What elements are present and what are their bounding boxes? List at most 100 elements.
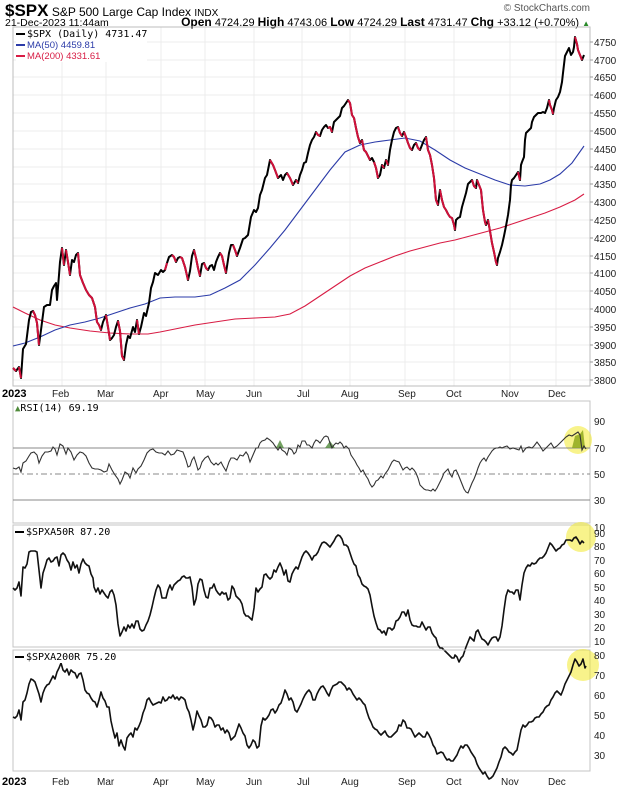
svg-text:70: 70 — [594, 671, 606, 682]
ma200-legend-swatch — [16, 55, 25, 58]
price-axis: 4750 4700 4650 4600 4550 4500 4450 4400 … — [590, 38, 617, 387]
svg-text:Nov: Nov — [501, 389, 519, 400]
svg-text:80: 80 — [594, 542, 606, 553]
spxa50r-legend: $SPXA50R 87.20 — [15, 527, 111, 538]
spxa200r-axis: 80 70 60 50 40 30 — [594, 651, 606, 762]
rsi-legend-text: RSI(14) 69.19 — [20, 403, 99, 414]
svg-text:Oct: Oct — [446, 389, 462, 400]
price-legend: $SPX (Daily) 4731.47 MA(50) 4459.81 MA(2… — [16, 29, 148, 62]
spxa200r-panel: 80 70 60 50 40 30 — [12, 649, 606, 780]
ma50-legend-swatch — [16, 44, 25, 47]
spx-down-segments — [12, 36, 583, 379]
svg-text:Sep: Sep — [398, 777, 416, 788]
tick-4700: 4700 — [594, 56, 617, 67]
svg-text:Oct: Oct — [446, 777, 462, 788]
rsi-icon: ▲ — [15, 404, 21, 414]
price-panel: 4750 4700 4650 4600 4550 4500 4450 4400 … — [12, 26, 617, 387]
svg-text:80: 80 — [594, 651, 606, 662]
a200r-highlight — [567, 649, 599, 681]
rsi-line — [12, 431, 587, 494]
svg-text:Mar: Mar — [97, 389, 115, 400]
tick-4100: 4100 — [594, 269, 617, 280]
svg-text:10: 10 — [594, 637, 606, 648]
ma50-line — [12, 137, 585, 347]
svg-text:90: 90 — [594, 529, 606, 540]
svg-text:Feb: Feb — [52, 389, 70, 400]
high-label: High — [257, 15, 285, 29]
symbol: $SPX — [5, 1, 49, 20]
tick-3900: 3900 — [594, 341, 617, 352]
spxa50r-panel: 90 80 70 60 50 40 30 20 10 — [12, 522, 606, 663]
rsi-panel: 90 70 50 30 10 — [12, 400, 606, 534]
svg-text:Feb: Feb — [52, 777, 70, 788]
svg-text:70: 70 — [594, 444, 606, 455]
copyright: © StockCharts.com — [503, 3, 590, 14]
chg-label: Chg — [470, 15, 494, 29]
year-label: 2023 — [2, 388, 26, 400]
svg-text:Jun: Jun — [246, 389, 262, 400]
price-legend-swatch — [16, 33, 25, 35]
svg-text:2023: 2023 — [2, 776, 26, 788]
svg-text:Apr: Apr — [153, 777, 169, 788]
spxa200r-legend-text: $SPXA200R 75.20 — [26, 652, 117, 663]
quote-summary: Open 4724.29 High 4743.06 Low 4724.29 La… — [181, 15, 590, 29]
tick-4600: 4600 — [594, 91, 617, 102]
open-value: 4724.29 — [214, 17, 255, 29]
svg-text:Apr: Apr — [153, 389, 169, 400]
rsi-legend: ▲RSI(14) 69.19 — [15, 403, 99, 414]
low-label: Low — [330, 15, 355, 29]
tick-4550: 4550 — [594, 109, 617, 120]
svg-text:30: 30 — [594, 496, 606, 507]
svg-text:50: 50 — [594, 711, 606, 722]
quote-datetime: 21-Dec-2023 11:44am — [5, 17, 109, 29]
svg-text:40: 40 — [594, 731, 606, 742]
svg-text:Mar: Mar — [97, 777, 115, 788]
low-value: 4724.29 — [357, 17, 398, 29]
a50r-highlight — [566, 522, 596, 552]
high-value: 4743.06 — [287, 17, 328, 29]
tick-4650: 4650 — [594, 73, 617, 84]
svg-text:Jun: Jun — [246, 777, 262, 788]
svg-text:May: May — [196, 389, 215, 400]
svg-text:May: May — [196, 777, 215, 788]
tick-4250: 4250 — [594, 216, 617, 227]
svg-text:90: 90 — [594, 417, 606, 428]
last-value: 4731.47 — [427, 17, 468, 29]
spxa200r-legend-swatch — [15, 656, 24, 658]
chart-title: $SPX S&P 500 Large Cap Index INDX — [5, 1, 218, 21]
spxa200r-line — [12, 658, 587, 780]
spxa200r-legend: $SPXA200R 75.20 — [15, 652, 117, 663]
tick-3850: 3850 — [594, 358, 617, 369]
up-triangle-icon: ▲ — [582, 19, 590, 28]
ma200-legend-text: MA(200) 4331.61 — [27, 51, 101, 62]
tick-4750: 4750 — [594, 38, 617, 49]
spxa50r-axis: 90 80 70 60 50 40 30 20 10 — [594, 529, 606, 648]
tick-4050: 4050 — [594, 287, 617, 298]
tick-4500: 4500 — [594, 127, 617, 138]
svg-text:Aug: Aug — [341, 389, 359, 400]
svg-text:20: 20 — [594, 623, 606, 634]
spx-price-line — [12, 36, 585, 379]
tick-4450: 4450 — [594, 145, 617, 156]
svg-text:Jul: Jul — [297, 389, 310, 400]
ma50-legend-text: MA(50) 4459.81 — [27, 40, 96, 51]
svg-text:30: 30 — [594, 751, 606, 762]
tick-4300: 4300 — [594, 198, 617, 209]
symbol-name: S&P 500 Large Cap Index — [51, 5, 192, 19]
tick-4200: 4200 — [594, 234, 617, 245]
open-label: Open — [181, 15, 212, 29]
chg-value: +33.12 (+0.70%) — [497, 17, 580, 29]
price-legend-text: $SPX (Daily) 4731.47 — [27, 29, 148, 40]
tick-4400: 4400 — [594, 163, 617, 174]
last-label: Last — [400, 15, 425, 29]
svg-text:60: 60 — [594, 691, 606, 702]
svg-text:70: 70 — [594, 556, 606, 567]
tick-3950: 3950 — [594, 323, 617, 334]
tick-3800: 3800 — [594, 376, 617, 387]
svg-text:Jul: Jul — [297, 777, 310, 788]
svg-text:Dec: Dec — [548, 777, 566, 788]
ma200-line — [12, 193, 585, 335]
svg-text:50: 50 — [594, 583, 606, 594]
tick-4150: 4150 — [594, 252, 617, 263]
